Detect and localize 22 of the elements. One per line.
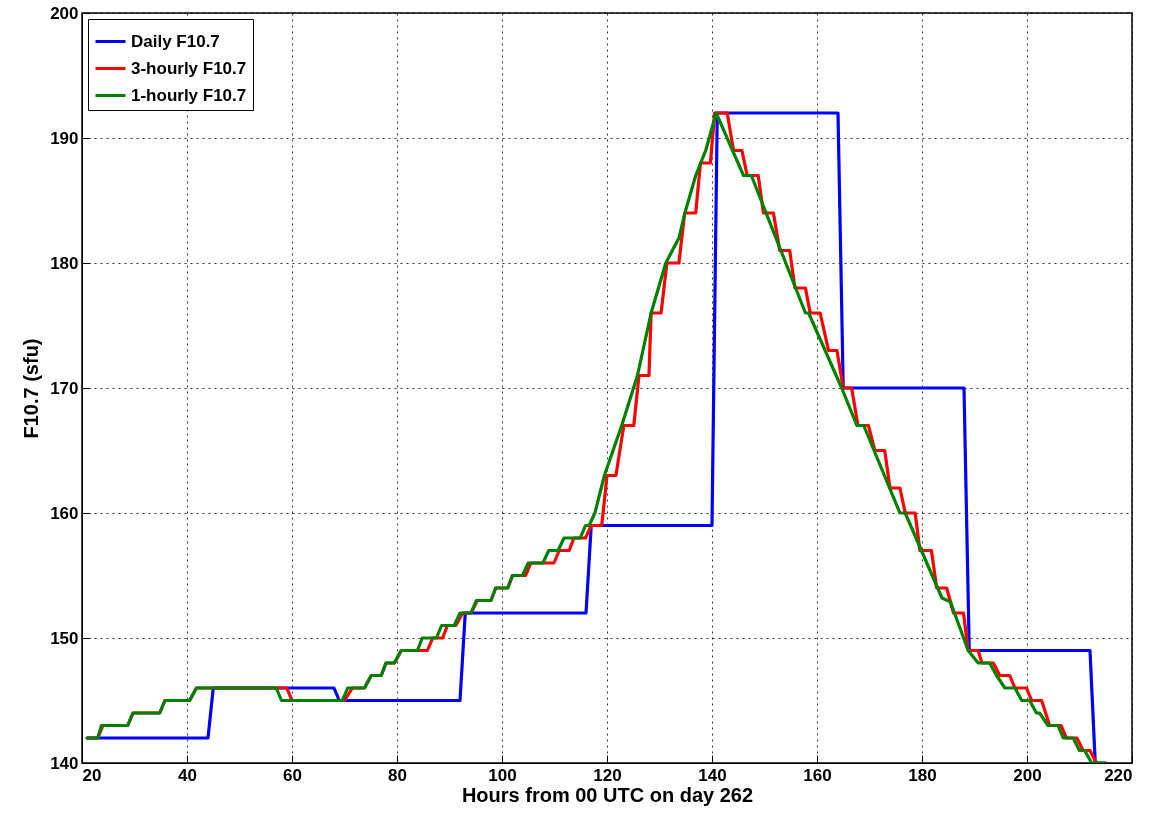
y-tick-label: 150 (50, 628, 79, 648)
y-tick-label: 190 (50, 128, 79, 148)
legend-label: Daily F10.7 (131, 31, 220, 51)
y-tick-label: 180 (50, 253, 79, 273)
y-tick-label: 160 (50, 503, 79, 523)
legend-label: 1-hourly F10.7 (131, 85, 247, 105)
y-tick-label: 200 (50, 3, 79, 23)
x-tick-label: 60 (283, 765, 302, 785)
x-tick-label: 180 (908, 765, 937, 785)
x-tick-label: 20 (82, 765, 102, 785)
y-tick-label: 170 (50, 378, 79, 398)
x-tick-label: 160 (803, 765, 832, 785)
x-tick-label: 200 (1013, 765, 1042, 785)
y-axis-title: F10.7 (sfu) (20, 338, 43, 439)
x-tick-label: 80 (388, 765, 407, 785)
x-tick-label: 220 (1104, 765, 1133, 785)
x-tick-label: 120 (593, 765, 622, 785)
x-tick-label: 40 (178, 765, 197, 785)
x-tick-label: 140 (698, 765, 727, 785)
legend-label: 3-hourly F10.7 (131, 58, 247, 78)
x-axis-title: Hours from 00 UTC on day 262 (461, 783, 754, 806)
x-tick-label: 100 (488, 765, 517, 785)
